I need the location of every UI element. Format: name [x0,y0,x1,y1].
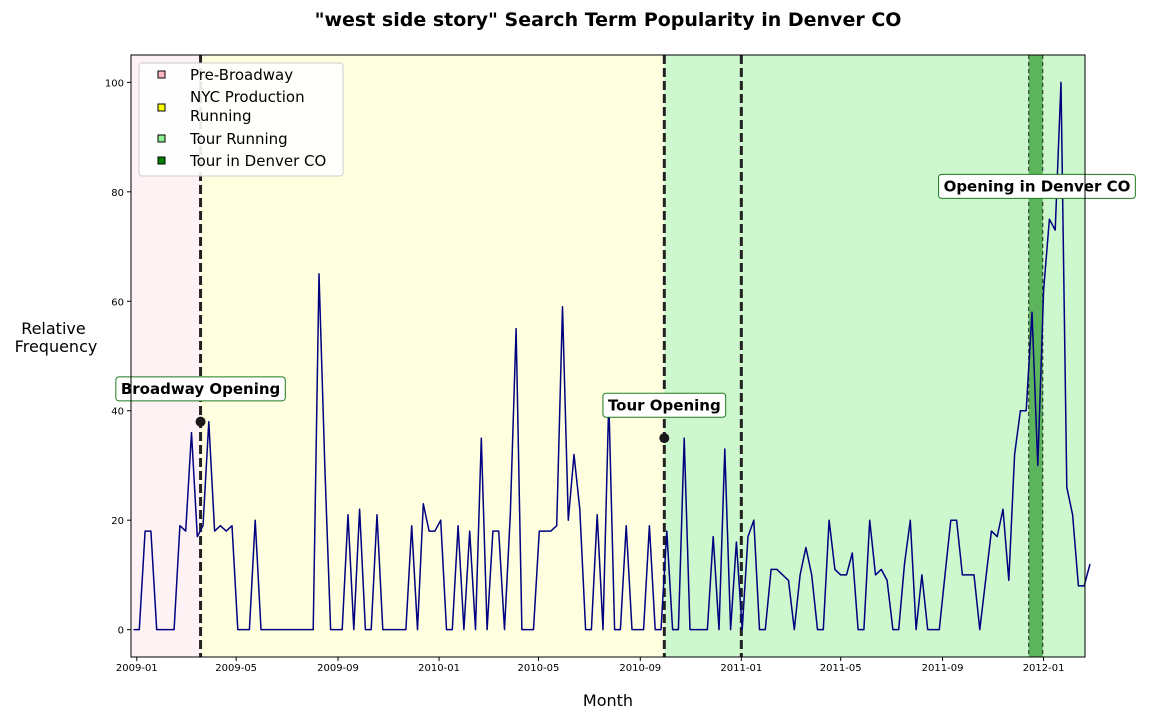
x-tick-label-8: 2011-09 [922,663,964,674]
chart-title: "west side story" Search Term Popularity… [315,9,902,31]
y-axis: 0 20 40 60 80 100 [105,78,131,637]
legend-box [138,62,344,177]
legend-label-1-0: NYC Production [190,88,305,106]
y-tick-label-5: 100 [105,78,124,89]
legend-label-3: Tour in Denver CO [189,152,326,170]
y-axis-label-line-1: Relative [21,319,86,338]
x-tick-label-3: 2010-01 [418,663,460,674]
legend-swatch-1 [157,103,166,112]
annotation-marker-0 [195,416,206,427]
annotation-marker-1 [659,433,670,444]
legend-label-1-1: Running [190,107,251,125]
y-tick-label-1: 20 [111,516,124,527]
annotation-label-0: Broadway Opening [121,380,280,398]
annotation-box-0 [115,376,286,402]
y-tick-label-3: 60 [111,297,124,308]
series-line-0 [133,81,1091,631]
annotation-box-2 [938,173,1136,199]
region-3 [1028,55,1043,657]
legend-swatch-3 [157,156,166,165]
y-tick-label-0: 0 [118,626,124,637]
x-tick-label-9: 2012-01 [1023,663,1065,674]
x-tick-label-1: 2009-05 [215,663,257,674]
y-axis-label-line-2: Frequency [15,337,98,356]
annotation-2: Opening in Denver CO [938,173,1136,199]
x-tick-label-2: 2009-09 [317,663,359,674]
annotation-box-1 [602,392,727,418]
legend-swatch-0 [157,70,166,79]
x-tick-label-5: 2010-09 [619,663,661,674]
x-axis: 2009-01 2009-05 2009-09 2010-01 2010-05 2010-… [116,657,1065,674]
x-tick-label-7: 2011-05 [820,663,862,674]
plot-frame [130,54,1086,658]
legend-swatch-2 [157,134,166,143]
x-tick-label-6: 2011-01 [720,663,762,674]
legend-label-0: Pre-Broadway [190,66,293,84]
y-tick-label-4: 80 [111,188,124,199]
annotations: Broadway Opening Tour Opening Opening in D… [115,173,1136,444]
region-2 [664,55,1085,657]
legend-label-2: Tour Running [189,130,288,148]
y-axis-label: Relative Frequency [15,319,98,356]
annotation-0: Broadway Opening [115,376,286,427]
annotation-1: Tour Opening [602,392,727,444]
y-tick-label-2: 40 [111,407,124,418]
x-axis-label: Month [583,691,633,710]
annotation-label-1: Tour Opening [608,396,721,414]
x-tick-label-4: 2010-05 [518,663,560,674]
series-group [133,81,1091,631]
annotation-label-2: Opening in Denver CO [944,177,1131,195]
x-tick-label-0: 2009-01 [116,663,158,674]
